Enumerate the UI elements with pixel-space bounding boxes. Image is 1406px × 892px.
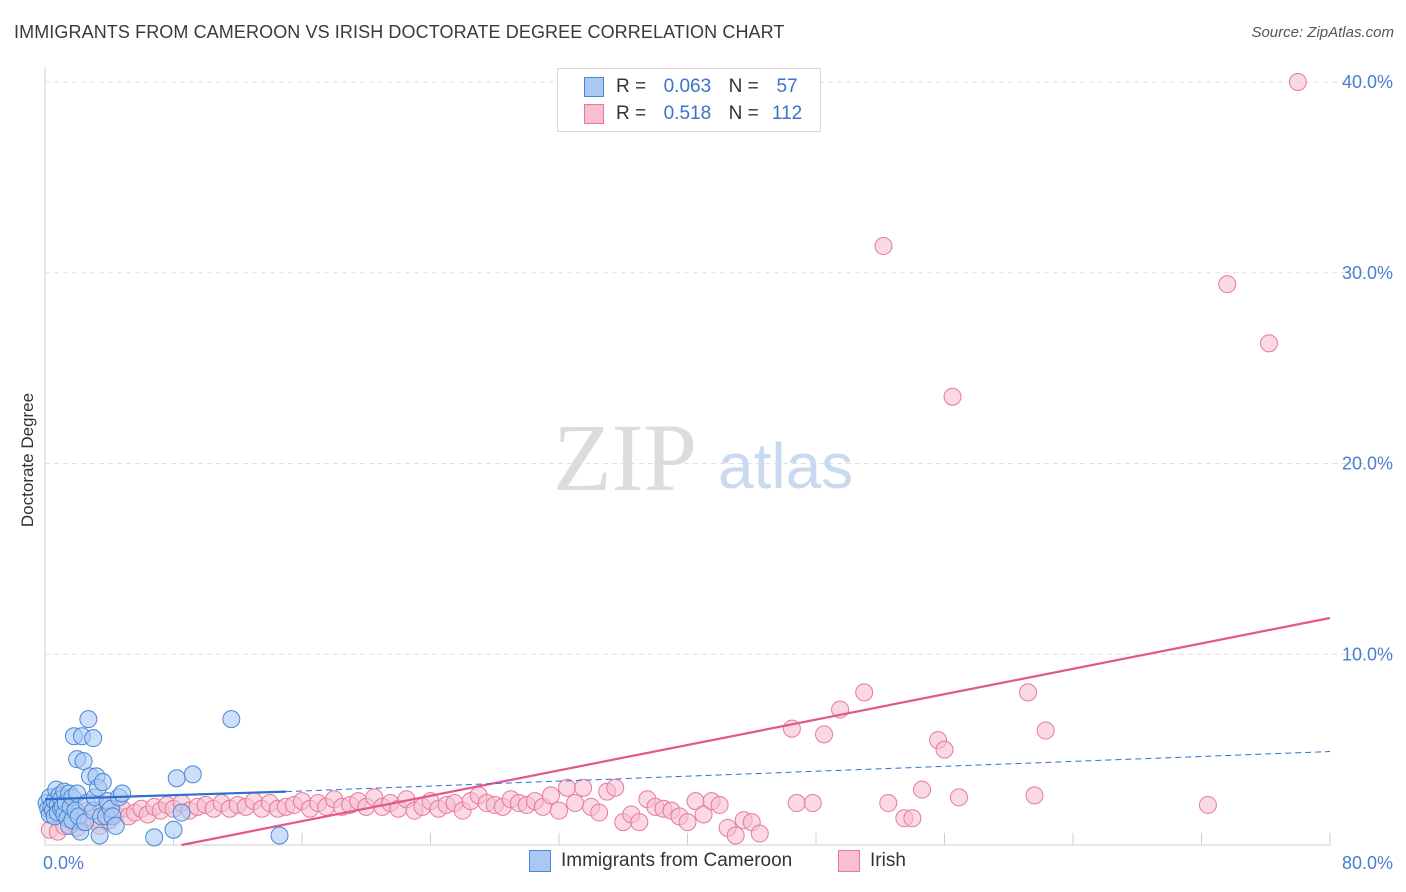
legend-n-value: 57 xyxy=(776,76,798,97)
irish-point xyxy=(949,788,968,807)
legend-r-value: 0.518 xyxy=(663,103,712,124)
bottom-legend-irish: Irish xyxy=(838,850,906,872)
irish-point xyxy=(787,794,806,813)
irish-swatch xyxy=(584,104,604,124)
cameroon-legend-swatch xyxy=(529,850,551,872)
irish-point xyxy=(541,786,560,805)
irish-point xyxy=(874,237,893,256)
y-tick-label: 10.0% xyxy=(1342,644,1393,664)
cameroon-point xyxy=(79,710,98,729)
irish-point xyxy=(606,778,625,797)
cameroon-swatch xyxy=(584,77,604,97)
irish-point xyxy=(1019,683,1038,702)
cameroon-point xyxy=(222,710,241,729)
cameroon-point xyxy=(106,816,125,835)
cameroon-point xyxy=(84,729,103,748)
irish-point xyxy=(943,387,962,406)
cameroon-point xyxy=(145,828,164,847)
irish-point xyxy=(590,803,609,822)
irish-point xyxy=(726,826,745,845)
legend-r-label: R = xyxy=(616,76,647,97)
irish-point xyxy=(630,813,649,832)
irish-point xyxy=(574,778,593,797)
irish-point xyxy=(815,725,834,744)
irish-point xyxy=(855,683,874,702)
legend-row-irish: R = 0.518 N = 112 xyxy=(558,100,810,128)
legend-r-label: R = xyxy=(616,103,647,124)
irish-point xyxy=(750,824,769,843)
cameroon-trend-line xyxy=(44,790,286,801)
irish-point xyxy=(1259,334,1278,353)
cameroon-point xyxy=(183,765,202,784)
irish-point xyxy=(903,809,922,828)
chart-title: IMMIGRANTS FROM CAMEROON VS IRISH DOCTOR… xyxy=(14,22,785,42)
cameroon-point xyxy=(74,752,93,771)
legend-r-value: 0.063 xyxy=(663,76,712,97)
cameroon-point xyxy=(93,773,112,792)
cameroon-legend-label: Immigrants from Cameroon xyxy=(561,850,793,871)
irish-point xyxy=(913,780,932,799)
irish-point xyxy=(879,794,898,813)
x-tick-labels: 0.0% 80.0% xyxy=(43,853,1393,873)
cameroon-point xyxy=(164,820,183,839)
irish-point xyxy=(1025,786,1044,805)
irish-point xyxy=(710,795,729,814)
irish-point xyxy=(558,778,577,797)
cameroon-point xyxy=(270,826,289,845)
y-tick-label: 30.0% xyxy=(1342,263,1393,283)
irish-point xyxy=(550,801,568,820)
irish-legend-swatch xyxy=(838,850,860,872)
legend-n-label: N = xyxy=(728,103,759,124)
irish-trend-line xyxy=(181,616,1331,847)
x-tick-label: 80.0% xyxy=(1342,853,1393,873)
y-tick-label: 20.0% xyxy=(1342,454,1393,474)
irish-point xyxy=(566,794,585,813)
irish-point xyxy=(694,805,713,824)
cameroon-point xyxy=(167,769,186,788)
irish-point xyxy=(1218,275,1237,294)
cameroon-point xyxy=(113,784,132,803)
irish-legend-label: Irish xyxy=(870,850,906,871)
cameroon-point xyxy=(90,826,109,845)
y-tick-label: 40.0% xyxy=(1342,72,1393,92)
irish-point xyxy=(1198,795,1217,814)
x-tick-label: 0.0% xyxy=(43,853,84,873)
watermark-atlas: atlas xyxy=(718,430,853,502)
irish-points xyxy=(40,73,1307,845)
correlation-legend: R = 0.063 N = 57 R = 0.518 N = 112 xyxy=(557,68,821,132)
cameroon-trend-dashed xyxy=(285,751,1331,793)
legend-row-cameroon: R = 0.063 N = 57 xyxy=(558,73,810,101)
irish-point xyxy=(678,813,697,832)
gridlines xyxy=(45,81,1365,655)
legend-n-label: N = xyxy=(728,76,759,97)
irish-point xyxy=(1288,73,1307,91)
irish-point xyxy=(1036,721,1055,740)
y-tick-labels: 10.0% 20.0% 30.0% 40.0% xyxy=(1342,72,1393,664)
watermark-zip: ZIP xyxy=(553,404,697,511)
source-credit: Source: ZipAtlas.com xyxy=(1251,24,1394,41)
bottom-legend-cameroon: Immigrants from Cameroon xyxy=(529,850,792,872)
cameroon-point xyxy=(172,803,191,822)
trend-lines xyxy=(44,616,1331,847)
legend-n-value: 112 xyxy=(771,103,803,124)
irish-point xyxy=(935,740,954,759)
cameroon-points xyxy=(37,710,289,847)
irish-point xyxy=(803,794,822,813)
